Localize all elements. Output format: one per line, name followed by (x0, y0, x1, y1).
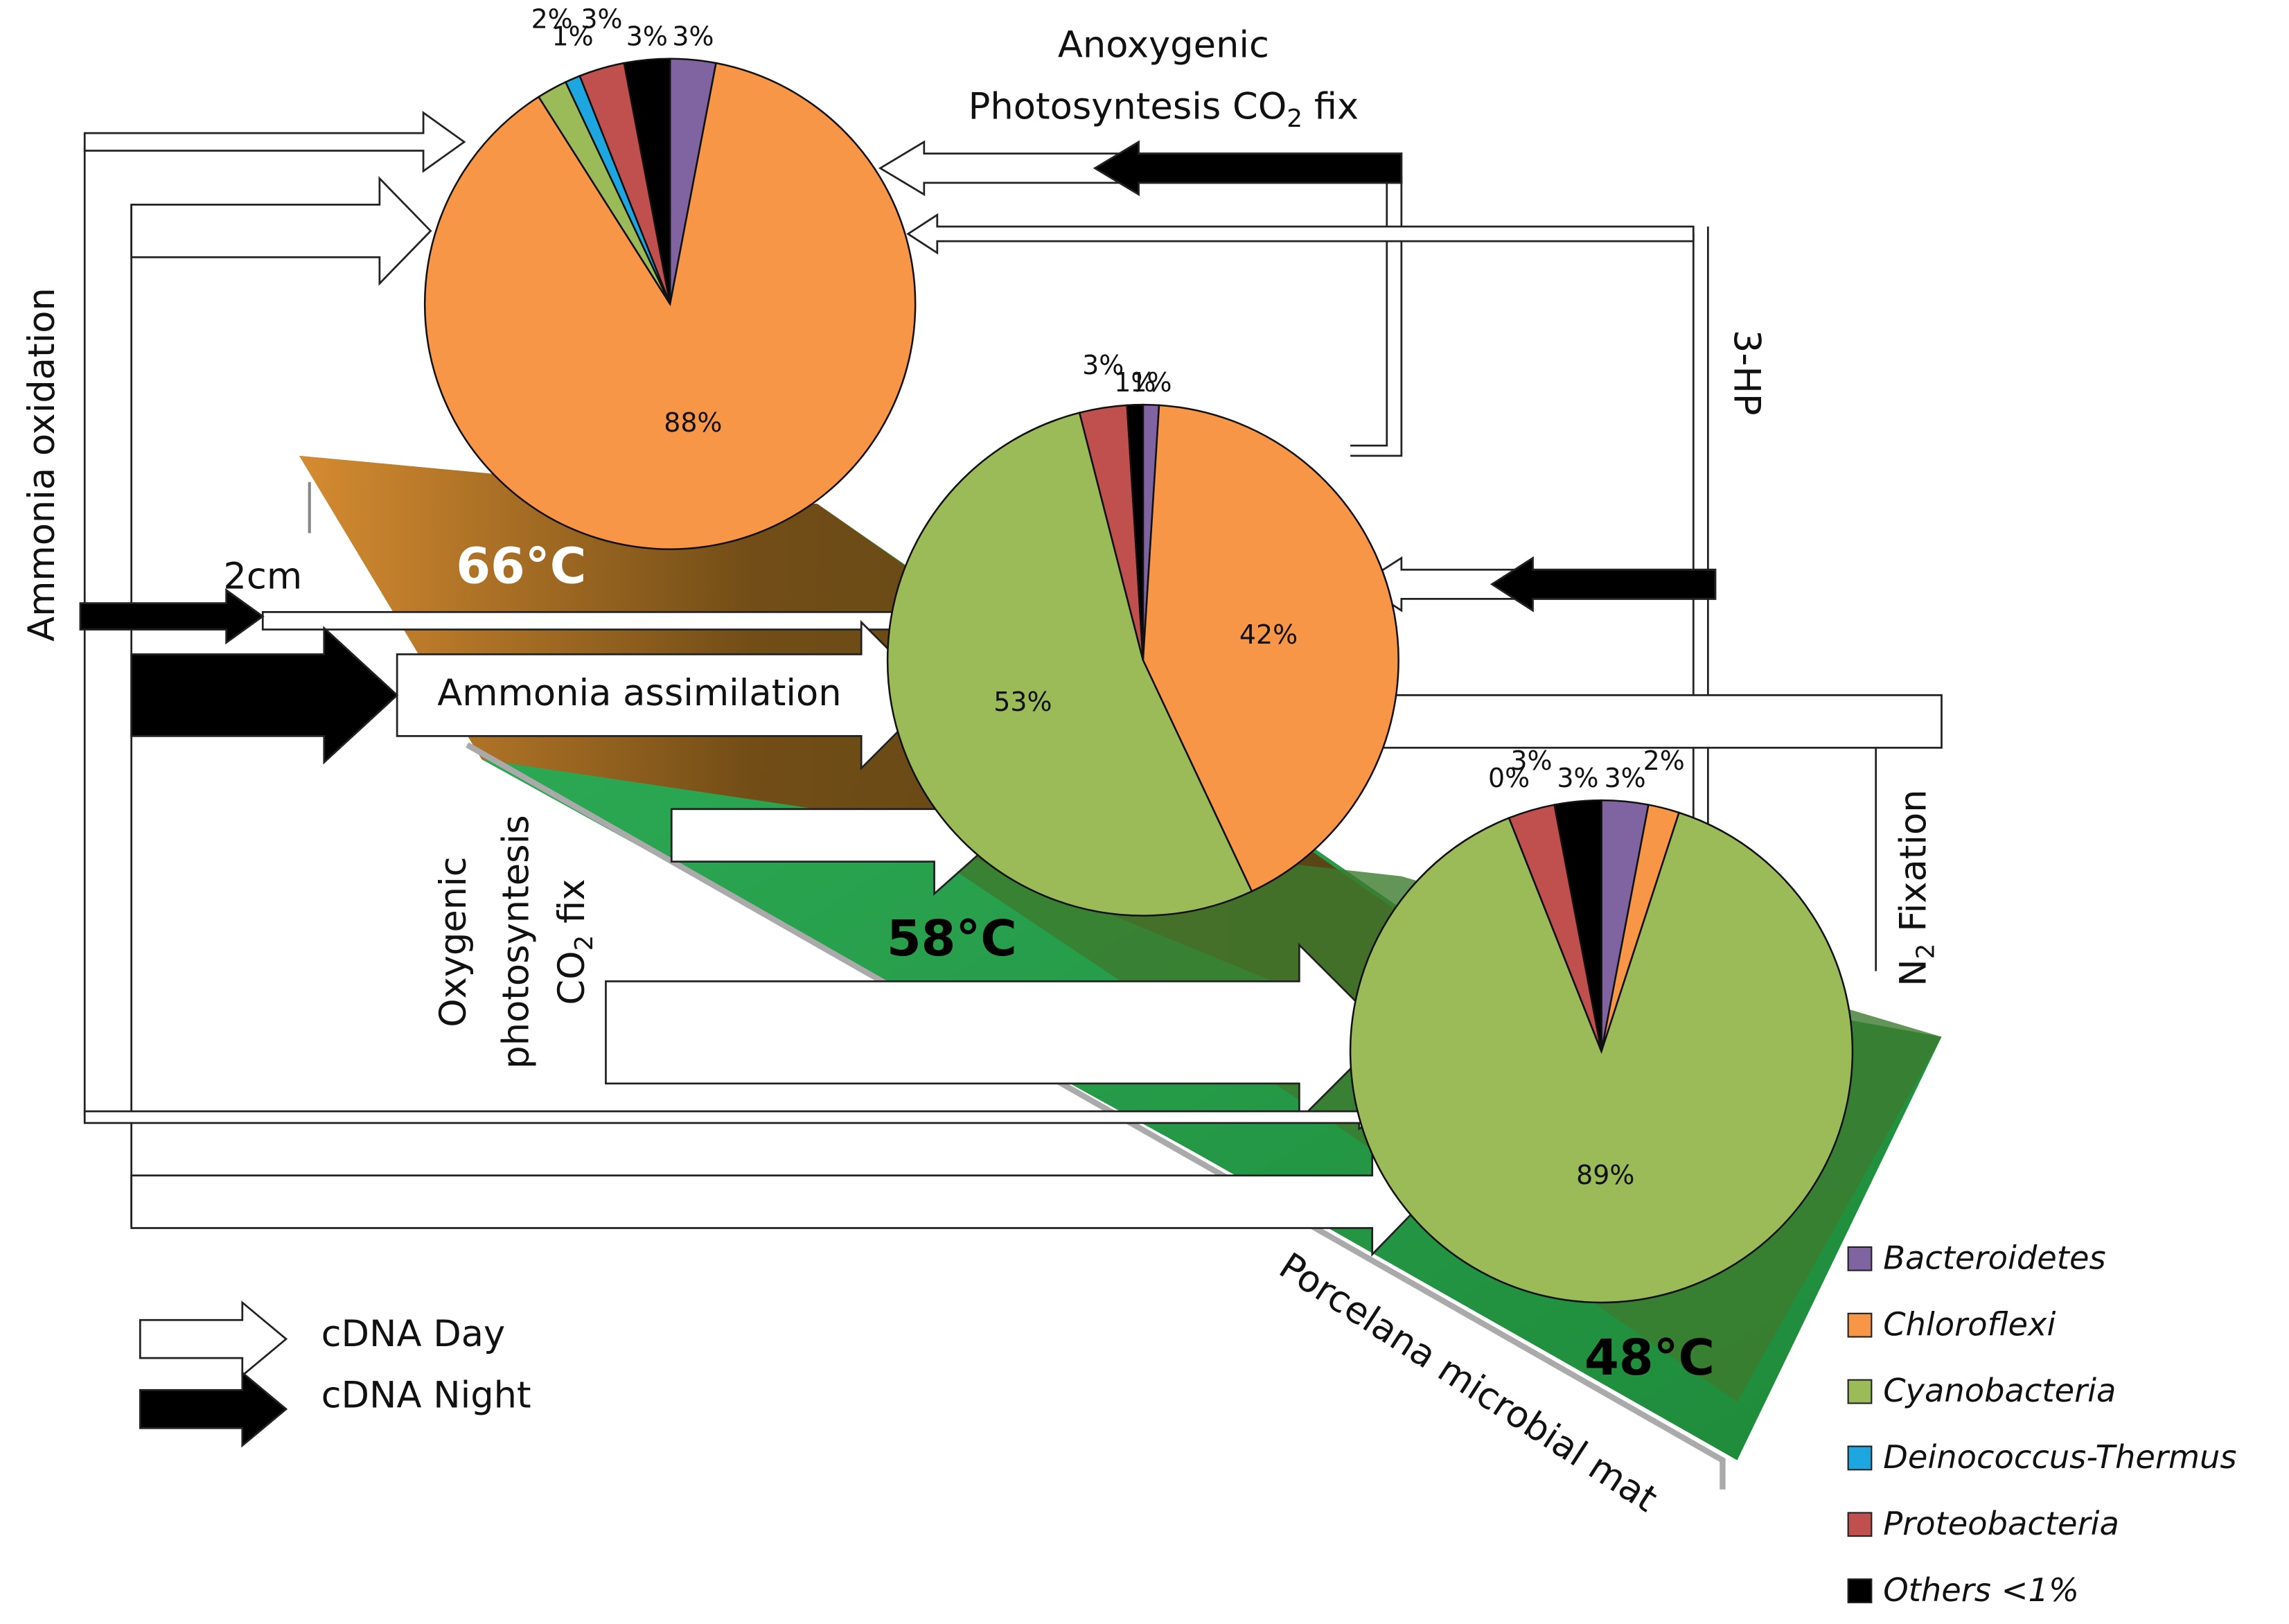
data-label: 2% (1643, 745, 1685, 776)
day-arrow (130, 176, 432, 286)
pie-slice (1349, 811, 1854, 1304)
arrow-legend-label: cDNA Day (321, 1313, 506, 1355)
legend-swatch (1847, 1445, 1873, 1471)
day-arrow (906, 213, 1695, 255)
pie-slice (1126, 403, 1144, 660)
data-label: 2% (531, 3, 573, 34)
annotation: photosyntesis (495, 815, 538, 1068)
legend-label: Others <1% (1883, 1571, 2079, 1609)
pie-slice (423, 62, 917, 550)
day-arrow (139, 1300, 288, 1378)
annotation: 3-HP (1725, 330, 1767, 416)
annotation: Photosyntesis CO2 fix (969, 85, 1359, 133)
annotation: 2cm (223, 555, 302, 597)
data-label: 42% (1239, 619, 1298, 650)
day-arrow (130, 1147, 1425, 1257)
legend: Bacteroidetes Chloroflexi Cyanobacteria Dei… (1847, 1239, 2237, 1609)
night-arrow (1093, 140, 1403, 197)
night-arrow (79, 588, 265, 645)
annotation: Oxygenic (432, 856, 475, 1027)
data-label: 3% (1510, 745, 1552, 776)
data-label: 3% (1605, 763, 1646, 793)
data-label: 3% (672, 21, 714, 52)
arrow-legend-label: cDNA Night (321, 1375, 531, 1417)
pies: 3%88%2%1%3%3%66°C1%42%53%3%1%58°C3%2%89%… (423, 3, 1854, 1386)
night-arrow (139, 1370, 288, 1448)
legend-swatch (1847, 1512, 1873, 1537)
data-label: 3% (1557, 763, 1598, 793)
pie-title: 58°C (887, 910, 1017, 967)
day-arrow (83, 111, 466, 173)
data-label: 0% (1488, 763, 1530, 793)
legend-swatch (1847, 1578, 1873, 1604)
legend-label: Chloroflexi (1883, 1305, 2056, 1343)
data-label: 3% (626, 21, 668, 52)
data-label: 1% (1114, 367, 1156, 398)
annotation: Ammonia assimilation (437, 672, 841, 714)
legend-label: Deinococcus-Thermus (1883, 1438, 2236, 1476)
pie-title: 66°C (456, 538, 586, 595)
legend-label: Bacteroidetes (1883, 1239, 2105, 1276)
pie-slice (886, 412, 1253, 917)
data-label: 3% (1082, 350, 1124, 380)
legend-swatch (1847, 1246, 1873, 1271)
night-arrow (1490, 556, 1717, 612)
data-label: 89% (1576, 1160, 1634, 1190)
pie-title: 48°C (1584, 1329, 1715, 1386)
data-label: 88% (664, 407, 722, 438)
pie-slice (1553, 799, 1602, 1052)
data-label: 53% (993, 687, 1052, 717)
annotation: Anoxygenic (1058, 24, 1269, 66)
pie-slice (1142, 404, 1399, 893)
annotation: N2 Fixation (1892, 789, 1940, 986)
pie-slice (623, 58, 671, 304)
legend-label: Proteobacteria (1883, 1505, 2119, 1542)
night-arrow (130, 626, 399, 765)
data-label: 1% (1130, 367, 1172, 398)
legend-swatch (1847, 1379, 1873, 1404)
day-arrow (605, 942, 1388, 1122)
annotation: Ammonia oxidation (21, 288, 63, 642)
legend-swatch (1847, 1312, 1873, 1338)
annotation: CO2 fix (551, 879, 599, 1005)
data-label: 1% (552, 21, 594, 52)
data-label: 3% (581, 3, 622, 34)
legend-label: Cyanobacteria (1883, 1372, 2116, 1409)
